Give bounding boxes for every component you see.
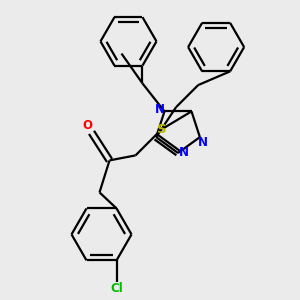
Text: S: S [157,123,166,136]
Text: Cl: Cl [110,282,123,295]
Text: N: N [179,146,189,158]
Text: N: N [198,136,208,148]
Text: O: O [82,119,92,132]
Text: N: N [154,103,164,116]
